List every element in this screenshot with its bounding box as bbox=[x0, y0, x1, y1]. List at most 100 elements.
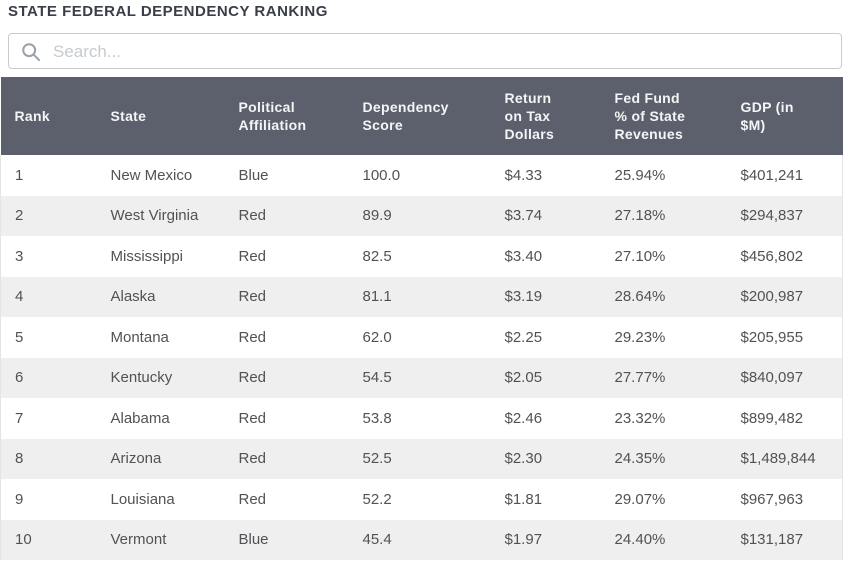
cell-dependency-score: 89.9 bbox=[348, 195, 491, 236]
cell-return-on-tax-dollars: $3.74 bbox=[490, 195, 601, 236]
cell-dependency-score: 52.2 bbox=[348, 479, 491, 520]
column-header-political-affiliation[interactable]: Political Affiliation bbox=[224, 77, 349, 155]
column-header-label: GDP (in $M) bbox=[740, 98, 794, 133]
cell-dependency-score: 82.5 bbox=[348, 236, 491, 277]
column-header-state[interactable]: State bbox=[96, 77, 225, 155]
column-header-label: Dependency Score bbox=[362, 98, 449, 133]
cell-gdp: $456,802 bbox=[726, 236, 843, 277]
table-body: 1 New Mexico Blue 100.0 $4.33 25.94% $40… bbox=[0, 155, 843, 560]
cell-rank: 1 bbox=[0, 155, 97, 196]
cell-rank: 4 bbox=[0, 276, 97, 317]
cell-state: Kentucky bbox=[96, 357, 225, 398]
cell-political-affiliation: Blue bbox=[224, 519, 349, 560]
cell-fed-fund-pct: 29.07% bbox=[600, 479, 727, 520]
table-row: 2 West Virginia Red 89.9 $3.74 27.18% $2… bbox=[0, 195, 843, 236]
search-box bbox=[8, 33, 842, 69]
cell-dependency-score: 81.1 bbox=[348, 276, 491, 317]
table-row: 3 Mississippi Red 82.5 $3.40 27.10% $456… bbox=[0, 236, 843, 277]
cell-gdp: $205,955 bbox=[726, 317, 843, 358]
cell-dependency-score: 54.5 bbox=[348, 357, 491, 398]
cell-state: Montana bbox=[96, 317, 225, 358]
column-header-label: Fed Fund % of State Revenues bbox=[614, 89, 686, 143]
column-header-return-on-tax-dollars[interactable]: Return on Tax Dollars bbox=[490, 77, 601, 155]
cell-state: Alabama bbox=[96, 398, 225, 439]
column-header-dependency-score[interactable]: Dependency Score bbox=[348, 77, 491, 155]
cell-fed-fund-pct: 27.10% bbox=[600, 236, 727, 277]
table-row: 4 Alaska Red 81.1 $3.19 28.64% $200,987 bbox=[0, 276, 843, 317]
cell-political-affiliation: Red bbox=[224, 276, 349, 317]
cell-rank: 6 bbox=[0, 357, 97, 398]
cell-fed-fund-pct: 25.94% bbox=[600, 155, 727, 196]
cell-rank: 5 bbox=[0, 317, 97, 358]
table-row: 8 Arizona Red 52.5 $2.30 24.35% $1,489,8… bbox=[0, 438, 843, 479]
cell-gdp: $967,963 bbox=[726, 479, 843, 520]
cell-rank: 8 bbox=[0, 438, 97, 479]
cell-fed-fund-pct: 27.77% bbox=[600, 357, 727, 398]
cell-dependency-score: 53.8 bbox=[348, 398, 491, 439]
cell-dependency-score: 100.0 bbox=[348, 155, 491, 196]
cell-political-affiliation: Red bbox=[224, 195, 349, 236]
column-header-label: State bbox=[110, 107, 147, 124]
cell-rank: 7 bbox=[0, 398, 97, 439]
cell-fed-fund-pct: 24.35% bbox=[600, 438, 727, 479]
cell-gdp: $131,187 bbox=[726, 519, 843, 560]
cell-state: New Mexico bbox=[96, 155, 225, 196]
column-header-label: Return on Tax Dollars bbox=[504, 89, 555, 143]
cell-political-affiliation: Blue bbox=[224, 155, 349, 196]
cell-rank: 3 bbox=[0, 236, 97, 277]
cell-rank: 10 bbox=[0, 519, 97, 560]
cell-return-on-tax-dollars: $3.19 bbox=[490, 276, 601, 317]
cell-return-on-tax-dollars: $2.05 bbox=[490, 357, 601, 398]
cell-political-affiliation: Red bbox=[224, 438, 349, 479]
cell-state: Vermont bbox=[96, 519, 225, 560]
table-row: 7 Alabama Red 53.8 $2.46 23.32% $899,482 bbox=[0, 398, 843, 439]
ranking-table: Rank State Political Affiliation Depende… bbox=[0, 77, 843, 560]
column-header-gdp[interactable]: GDP (in $M) bbox=[726, 77, 843, 155]
page-title: STATE FEDERAL DEPENDENCY RANKING bbox=[8, 3, 328, 20]
cell-state: Alaska bbox=[96, 276, 225, 317]
cell-gdp: $1,489,844 bbox=[726, 438, 843, 479]
table-header: Rank State Political Affiliation Depende… bbox=[0, 77, 843, 155]
cell-political-affiliation: Red bbox=[224, 479, 349, 520]
search-input[interactable] bbox=[51, 35, 837, 69]
table-row: 1 New Mexico Blue 100.0 $4.33 25.94% $40… bbox=[0, 155, 843, 196]
cell-gdp: $840,097 bbox=[726, 357, 843, 398]
cell-political-affiliation: Red bbox=[224, 317, 349, 358]
cell-political-affiliation: Red bbox=[224, 236, 349, 277]
cell-return-on-tax-dollars: $4.33 bbox=[490, 155, 601, 196]
table-row: 9 Louisiana Red 52.2 $1.81 29.07% $967,9… bbox=[0, 479, 843, 520]
cell-fed-fund-pct: 24.40% bbox=[600, 519, 727, 560]
column-header-fed-fund-pct[interactable]: Fed Fund % of State Revenues bbox=[600, 77, 727, 155]
cell-state: Louisiana bbox=[96, 479, 225, 520]
cell-state: Arizona bbox=[96, 438, 225, 479]
cell-rank: 2 bbox=[0, 195, 97, 236]
cell-fed-fund-pct: 28.64% bbox=[600, 276, 727, 317]
cell-fed-fund-pct: 23.32% bbox=[600, 398, 727, 439]
column-header-label: Political Affiliation bbox=[238, 98, 307, 133]
table-row: 6 Kentucky Red 54.5 $2.05 27.77% $840,09… bbox=[0, 357, 843, 398]
cell-return-on-tax-dollars: $1.81 bbox=[490, 479, 601, 520]
cell-political-affiliation: Red bbox=[224, 398, 349, 439]
cell-return-on-tax-dollars: $2.46 bbox=[490, 398, 601, 439]
table-row: 10 Vermont Blue 45.4 $1.97 24.40% $131,1… bbox=[0, 519, 843, 560]
table-row: 5 Montana Red 62.0 $2.25 29.23% $205,955 bbox=[0, 317, 843, 358]
cell-rank: 9 bbox=[0, 479, 97, 520]
cell-dependency-score: 62.0 bbox=[348, 317, 491, 358]
cell-return-on-tax-dollars: $2.30 bbox=[490, 438, 601, 479]
cell-fed-fund-pct: 27.18% bbox=[600, 195, 727, 236]
cell-state: West Virginia bbox=[96, 195, 225, 236]
cell-dependency-score: 52.5 bbox=[348, 438, 491, 479]
cell-political-affiliation: Red bbox=[224, 357, 349, 398]
cell-return-on-tax-dollars: $2.25 bbox=[490, 317, 601, 358]
column-header-rank[interactable]: Rank bbox=[0, 77, 97, 155]
cell-gdp: $401,241 bbox=[726, 155, 843, 196]
cell-return-on-tax-dollars: $1.97 bbox=[490, 519, 601, 560]
search-icon bbox=[20, 41, 42, 63]
table-header-row: Rank State Political Affiliation Depende… bbox=[0, 77, 843, 155]
cell-state: Mississippi bbox=[96, 236, 225, 277]
cell-gdp: $294,837 bbox=[726, 195, 843, 236]
cell-dependency-score: 45.4 bbox=[348, 519, 491, 560]
cell-gdp: $200,987 bbox=[726, 276, 843, 317]
cell-fed-fund-pct: 29.23% bbox=[600, 317, 727, 358]
